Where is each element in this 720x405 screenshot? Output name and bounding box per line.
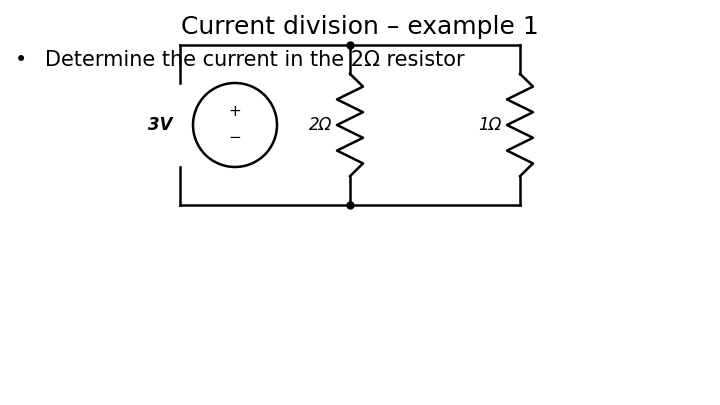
Text: 1Ω: 1Ω [479,116,502,134]
Text: −: − [229,130,241,145]
Text: Determine the current in the 2Ω resistor: Determine the current in the 2Ω resistor [45,50,464,70]
Text: 3V: 3V [148,116,172,134]
Text: +: + [229,104,241,119]
Text: Current division – example 1: Current division – example 1 [181,15,539,39]
Text: •: • [15,50,27,70]
Text: 2Ω: 2Ω [309,116,332,134]
